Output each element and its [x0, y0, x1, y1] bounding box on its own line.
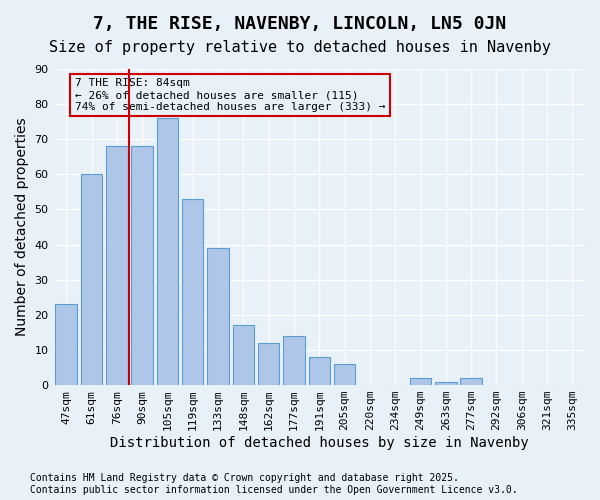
Bar [233, 326, 254, 385]
Bar [157, 118, 178, 385]
Bar [435, 382, 457, 385]
Bar [410, 378, 431, 385]
Bar [283, 336, 305, 385]
Bar [460, 378, 482, 385]
Bar [106, 146, 128, 385]
Bar [131, 146, 153, 385]
Bar [81, 174, 102, 385]
Text: 7 THE RISE: 84sqm
← 26% of detached houses are smaller (115)
74% of semi-detache: 7 THE RISE: 84sqm ← 26% of detached hous… [75, 78, 385, 112]
Y-axis label: Number of detached properties: Number of detached properties [15, 118, 29, 336]
X-axis label: Distribution of detached houses by size in Navenby: Distribution of detached houses by size … [110, 436, 529, 450]
Bar [182, 199, 203, 385]
Bar [258, 343, 280, 385]
Text: Contains HM Land Registry data © Crown copyright and database right 2025.
Contai: Contains HM Land Registry data © Crown c… [30, 474, 518, 495]
Bar [207, 248, 229, 385]
Text: 7, THE RISE, NAVENBY, LINCOLN, LN5 0JN: 7, THE RISE, NAVENBY, LINCOLN, LN5 0JN [94, 15, 506, 33]
Bar [55, 304, 77, 385]
Bar [308, 357, 330, 385]
Text: Size of property relative to detached houses in Navenby: Size of property relative to detached ho… [49, 40, 551, 55]
Bar [334, 364, 355, 385]
